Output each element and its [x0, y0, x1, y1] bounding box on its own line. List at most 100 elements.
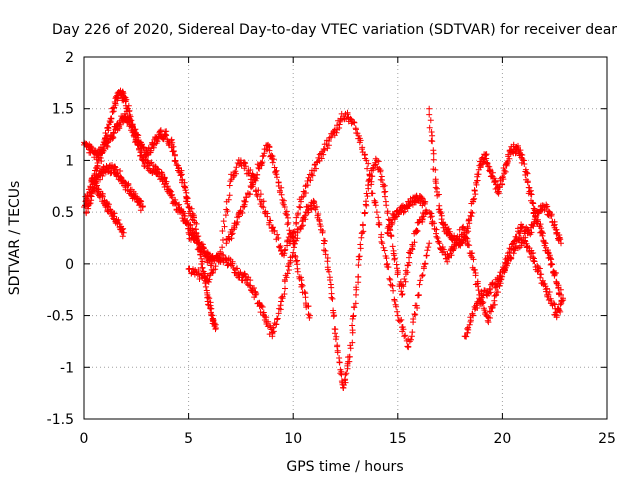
y-tick-label: 2 — [65, 50, 74, 66]
data-point-interp — [291, 252, 298, 259]
data-point-interp — [285, 263, 292, 270]
data-point-interp — [253, 290, 260, 297]
data-point-interp — [199, 258, 206, 265]
data-point-interp — [370, 167, 377, 174]
data-point-interp — [139, 203, 146, 210]
data-point-interp — [465, 326, 472, 333]
data-point-interp — [163, 132, 170, 139]
data-point-interp — [394, 269, 401, 276]
data-point-interp — [411, 311, 418, 317]
data-point-interp — [402, 278, 409, 285]
data-point-interp — [391, 255, 398, 262]
data-point-interp — [424, 247, 431, 254]
data-point-interp — [387, 226, 393, 233]
data-point-interp — [300, 222, 306, 229]
data-point-interp — [233, 221, 240, 228]
data-point-interp — [425, 244, 432, 251]
data-point-interp — [217, 248, 224, 255]
data-point-interp — [226, 182, 233, 189]
x-tick-labels: 0 5 10 15 20 25 — [80, 431, 616, 447]
data-point-interp — [411, 239, 418, 246]
data-point-interp — [325, 142, 332, 149]
x-tick-label: 25 — [598, 431, 616, 447]
data-point-interp — [519, 223, 526, 230]
data-point-interp — [271, 164, 278, 171]
data-point-interp — [308, 206, 315, 213]
data-point-interp — [423, 207, 429, 214]
data-point-interp — [209, 269, 216, 276]
data-point-interp — [416, 281, 423, 288]
data-point-interp — [313, 203, 320, 210]
data-point-interp — [328, 284, 335, 291]
data-point-interp — [89, 145, 95, 152]
data-point-interp — [208, 311, 215, 318]
data-point-interp — [346, 353, 353, 360]
data-point-interp — [281, 291, 288, 297]
data-point-interp — [207, 302, 214, 309]
data-point-interp — [462, 333, 469, 340]
data-point-interp — [105, 139, 111, 146]
data-point-interp — [291, 228, 298, 235]
data-point-interp — [389, 243, 396, 250]
data-point-interp — [202, 283, 209, 290]
data-point-interp — [546, 289, 553, 295]
data-point-interp — [275, 235, 282, 241]
data-point-interp — [157, 127, 164, 134]
data-point-interp — [385, 230, 392, 237]
data-point-interp — [254, 171, 260, 178]
data-point-interp — [557, 236, 564, 243]
data-point-interp — [88, 193, 95, 200]
data-point-interp — [534, 262, 541, 269]
data-point-interp — [260, 309, 267, 316]
data-point-interp — [258, 203, 265, 210]
data-point-interp — [291, 244, 297, 251]
data-point-interp — [419, 273, 425, 279]
data-point-interp — [410, 316, 417, 322]
data-point-interp — [247, 191, 253, 198]
data-point-interp — [270, 156, 277, 163]
data-point-interp — [123, 96, 130, 103]
data-point-interp — [251, 285, 257, 291]
data-point-interp — [284, 221, 291, 228]
data-point-interp — [391, 296, 398, 303]
data-point-interp — [178, 172, 184, 179]
data-point-interp — [274, 315, 281, 322]
y-tick-label: 1.5 — [52, 102, 74, 118]
data-point-interp — [377, 167, 384, 174]
data-point-interp — [301, 289, 308, 296]
data-point-interp — [474, 177, 481, 184]
data-point — [434, 235, 441, 241]
data-point-interp — [108, 115, 115, 122]
data-point-interp — [220, 252, 227, 259]
data-point-interp — [315, 154, 322, 161]
data-point-interp — [190, 214, 197, 221]
data-point-interp — [283, 274, 290, 281]
data-point-interp — [398, 288, 405, 295]
data-point-interp — [548, 212, 555, 219]
data-point-interp — [480, 299, 487, 306]
data-point-interp — [117, 168, 124, 174]
data-point-interp — [428, 213, 435, 220]
data-point-interp — [398, 316, 405, 323]
data-point-interp — [393, 303, 400, 310]
data-point-interp — [320, 151, 327, 158]
data-point-interp — [520, 157, 527, 164]
x-tick-label: 5 — [184, 431, 193, 447]
data-point-interp — [229, 230, 236, 237]
data-point-interp — [528, 191, 535, 198]
data-point-interp — [138, 198, 145, 205]
data-point-interp — [224, 208, 231, 215]
y-tick-label: -1.5 — [47, 412, 74, 428]
data-point-interp — [359, 144, 366, 151]
data-point-interp — [147, 160, 153, 167]
data-point-interp — [305, 303, 312, 310]
data-point-interp — [111, 210, 118, 217]
data-point-interp — [256, 196, 263, 203]
data-point-interp — [502, 168, 509, 175]
data-point-interp — [359, 222, 366, 229]
data-point-interp — [343, 370, 350, 377]
data-point-interp — [172, 157, 179, 164]
x-axis-label: GPS time / hours — [286, 459, 403, 475]
data-point-interp — [487, 168, 494, 175]
data-point-interp — [435, 191, 442, 198]
